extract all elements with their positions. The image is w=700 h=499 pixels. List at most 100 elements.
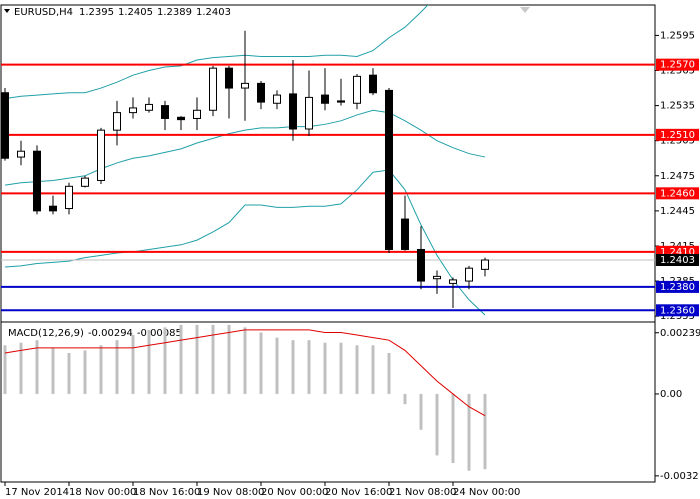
macd-bar [227,324,231,394]
candle-body [33,150,41,212]
candle-body [385,89,393,250]
y-tick-label: 1.2505 [660,136,695,147]
candle-body [369,74,377,94]
candle-body [129,107,137,114]
candle-body [417,248,425,282]
candle-body [401,218,409,250]
level-label-box [656,58,699,71]
candle-body [433,275,441,280]
header-open: 1.2395 [79,7,114,18]
level-label: 1.2410 [660,247,695,258]
candle-body [481,259,489,270]
level-label-box [656,280,699,293]
macd-bar [419,393,423,430]
x-tick-label: 20 Nov 16:00 [325,487,392,498]
macd-bar [355,345,359,394]
x-tick-label: 18 Nov 00:00 [69,487,136,498]
macd-signal: -0.00085 [137,328,182,339]
x-tick-label: 17 Nov 2014 [5,487,69,498]
candle-body [145,103,153,111]
level-label-box [656,128,699,141]
current-price-label: 1.2403 [660,255,695,266]
macd-bar [451,393,455,464]
x-tick-label: 18 Nov 16:00 [133,487,200,498]
candle-body [321,94,329,104]
macd-bar [99,345,103,394]
macd-bar [179,324,183,394]
macd-bar [67,352,71,394]
macd-bar [35,340,39,394]
macd-bar [163,327,167,394]
bollinger-band [4,109,486,186]
candle-body [305,96,313,130]
header-low: 1.2389 [157,7,192,18]
candle-body [113,112,121,131]
bollinger-band [4,169,486,316]
candle-body [353,75,361,104]
candle-body [177,116,185,121]
macd-bar [19,342,23,394]
candle-body [337,100,345,103]
candle-body [193,109,201,119]
macd-bar [131,335,135,394]
macd-bar [3,345,7,394]
macd-pane-frame [0,321,656,483]
level-label-box [656,187,699,200]
y-tick-label: -0.0032 [660,471,699,482]
menu-triangle[interactable] [4,9,10,13]
candle-body [49,205,57,212]
x-tick-label: 24 Nov 00:00 [453,487,520,498]
candle-body [449,279,457,284]
macd-bar [147,329,151,394]
macd-bar [211,324,215,394]
header-close: 1.2403 [196,7,231,18]
macd-bar [259,332,263,394]
macd-bar [339,342,343,394]
candle-body [81,177,89,187]
macd-bar [403,393,407,405]
macd-bar [275,337,279,394]
x-tick-label: 19 Nov 08:00 [197,487,264,498]
price-plot [1,5,655,316]
candle-body [97,129,105,181]
y-tick-label: 1.2565 [660,66,695,77]
level-label: 1.2360 [660,305,695,316]
y-tick-label: 1.2445 [660,206,695,217]
signal-line [4,329,486,417]
candle-body [225,67,233,89]
level-label: 1.2380 [660,282,695,293]
y-tick-label: 1.2355 [660,311,695,322]
y-tick-label: 1.2595 [660,30,695,41]
level-label: 1.2510 [660,130,695,141]
macd-bar [323,342,327,394]
macd-bar [291,340,295,394]
macd-title: MACD(12,26,9) [8,328,84,339]
y-tick-label: 0.00239 [660,328,700,339]
level-label: 1.2570 [660,60,695,71]
macd-bar [467,393,471,471]
candle-body [289,93,297,130]
candle-body [17,150,25,158]
macd-bar [307,340,311,394]
macd-main: -0.00294 [88,328,133,339]
y-tick-label: 1.2535 [660,101,695,112]
macd-bar [435,393,439,456]
candle-body [65,185,73,210]
macd-bar [387,352,391,394]
scroll-marker [520,7,530,13]
candle-body [161,105,169,119]
current-price-label-box [656,254,699,267]
candle-body [465,267,473,282]
macd-bar [115,340,119,394]
chart-header: EURUSD,H4 1.2395 1.2405 1.2389 1.2403 [14,7,231,18]
y-tick-label: 1.2475 [660,171,695,182]
level-label: 1.2460 [660,188,695,199]
candle-body [209,67,217,111]
macd-bar [483,393,487,470]
x-tick-label: 20 Nov 00:00 [261,487,328,498]
header-high: 1.2405 [118,7,153,18]
macd-bar [51,347,55,394]
macd-plot [3,324,487,471]
